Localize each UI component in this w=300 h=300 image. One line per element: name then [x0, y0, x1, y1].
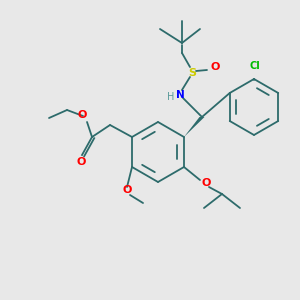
Text: S: S — [188, 68, 196, 78]
Text: O: O — [77, 110, 87, 120]
Text: O: O — [122, 185, 132, 195]
Text: O: O — [201, 178, 211, 188]
Text: O: O — [210, 62, 220, 72]
Text: N: N — [176, 90, 184, 100]
Text: Cl: Cl — [250, 61, 260, 71]
Text: O: O — [76, 157, 86, 167]
Text: H: H — [167, 92, 175, 102]
Polygon shape — [184, 117, 205, 137]
